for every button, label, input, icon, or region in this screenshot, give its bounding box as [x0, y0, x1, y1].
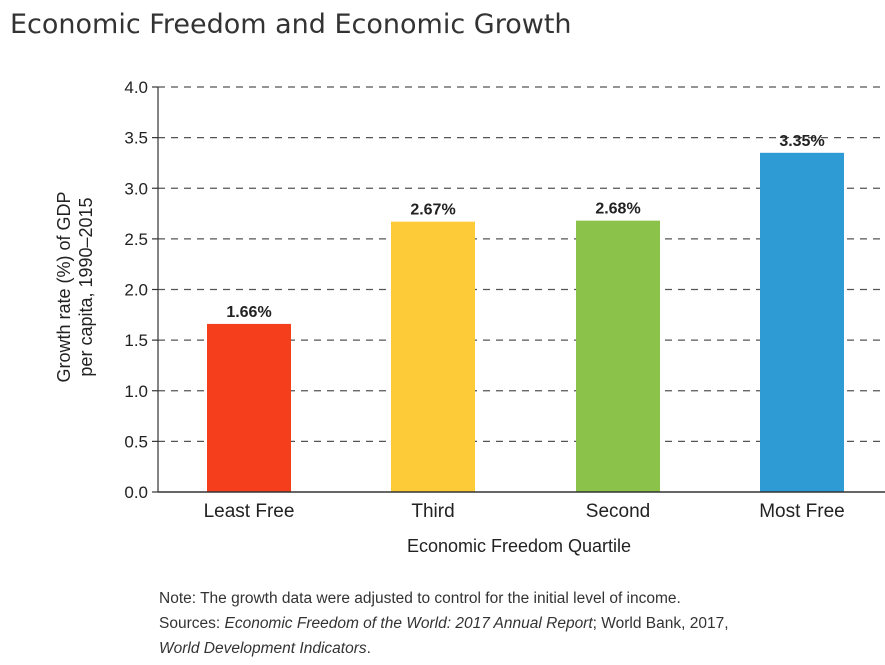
sources-line: Sources: Economic Freedom of the World: …	[159, 611, 729, 636]
bar	[207, 323, 291, 492]
sources-indicators-title: World Development Indicators	[159, 640, 367, 657]
bar	[576, 220, 660, 492]
bar-value-label: 2.67%	[410, 202, 455, 219]
y-tick-label: 0.5	[124, 432, 148, 451]
bar	[760, 152, 844, 492]
x-tick-label: Least Free	[204, 501, 295, 522]
bar-chart: 0.0 0.5 1.0 1.5 2.0 2.5 3.0 3.5 4.0 1.66% 2.67% 2.…	[54, 78, 885, 556]
x-axis: Least Free Third Second Most Free	[158, 491, 885, 522]
x-tick-label: Second	[586, 501, 650, 522]
y-axis-label-line2: per capita, 1990–2015	[76, 197, 96, 376]
y-tick-label: 4.0	[124, 78, 148, 97]
bar-value-label: 1.66%	[226, 304, 271, 321]
sources-report-title: Economic Freedom of the World: 2017 Annu…	[224, 615, 593, 632]
y-tick-label: 1.5	[124, 331, 148, 350]
y-axis-label-line1: Growth rate (%) of GDP	[54, 191, 74, 382]
bars	[207, 152, 844, 492]
note-line: Note: The growth data were adjusted to c…	[159, 590, 681, 607]
data-labels: 1.66% 2.67% 2.68% 3.35%	[226, 133, 824, 321]
y-axis: 0.0 0.5 1.0 1.5 2.0 2.5 3.0 3.5 4.0	[124, 78, 159, 502]
y-tick-label: 0.0	[124, 483, 148, 502]
y-tick-label: 2.0	[124, 281, 148, 300]
sources-mid: ; World Bank, 2017,	[592, 615, 729, 632]
bar-value-label: 3.35%	[779, 133, 824, 150]
y-tick-label: 3.5	[124, 129, 148, 148]
y-tick-label: 3.0	[124, 179, 148, 198]
sources-end: .	[366, 640, 371, 657]
chart-title: Economic Freedom and Economic Growth	[10, 9, 572, 40]
y-tick-label: 1.0	[124, 382, 148, 401]
x-tick-label: Most Free	[759, 501, 845, 522]
x-axis-label: Economic Freedom Quartile	[407, 536, 631, 556]
chart-notes: Note: The growth data were adjusted to c…	[159, 586, 729, 661]
y-tick-label: 2.5	[124, 230, 148, 249]
bar	[391, 221, 475, 492]
sources-prefix: Sources:	[159, 615, 225, 632]
x-tick-label: Third	[411, 501, 454, 522]
bar-value-label: 2.68%	[595, 201, 640, 218]
sources-line-2: World Development Indicators.	[159, 636, 729, 661]
